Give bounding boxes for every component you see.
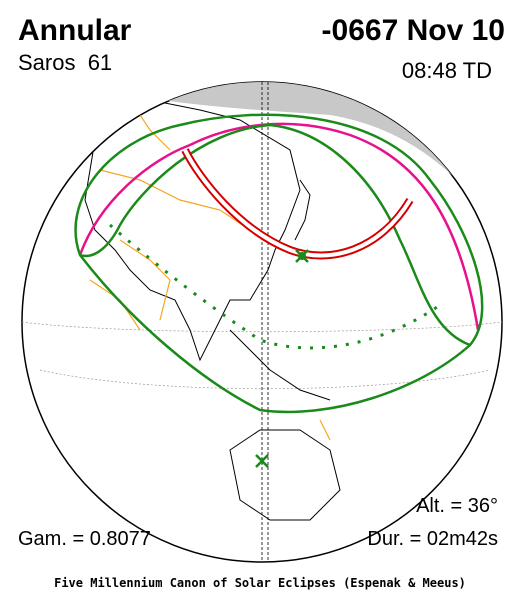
tropic (39, 369, 491, 390)
limit-curve (78, 122, 480, 331)
eclipse-type: Annular (18, 14, 132, 47)
penumbral-limit (74, 113, 484, 347)
altitude: Alt. = 36° (416, 495, 498, 517)
equator (22, 321, 502, 333)
saros: Saros 61 (18, 50, 112, 75)
southern-limit (79, 254, 471, 414)
central-path-inner (183, 149, 412, 258)
date: -0667 Nov 10 (322, 14, 505, 47)
duration: Dur. = 02m42s (367, 528, 498, 550)
sub-solar-mark (255, 454, 269, 468)
gamma: Gam. = 0.8077 (18, 528, 151, 550)
greatest-eclipse-point (298, 252, 306, 260)
credit: Five Millennium Canon of Solar Eclipses … (54, 576, 466, 590)
time: 08:48 TD (402, 58, 492, 83)
eclipse-paths (74, 113, 484, 468)
